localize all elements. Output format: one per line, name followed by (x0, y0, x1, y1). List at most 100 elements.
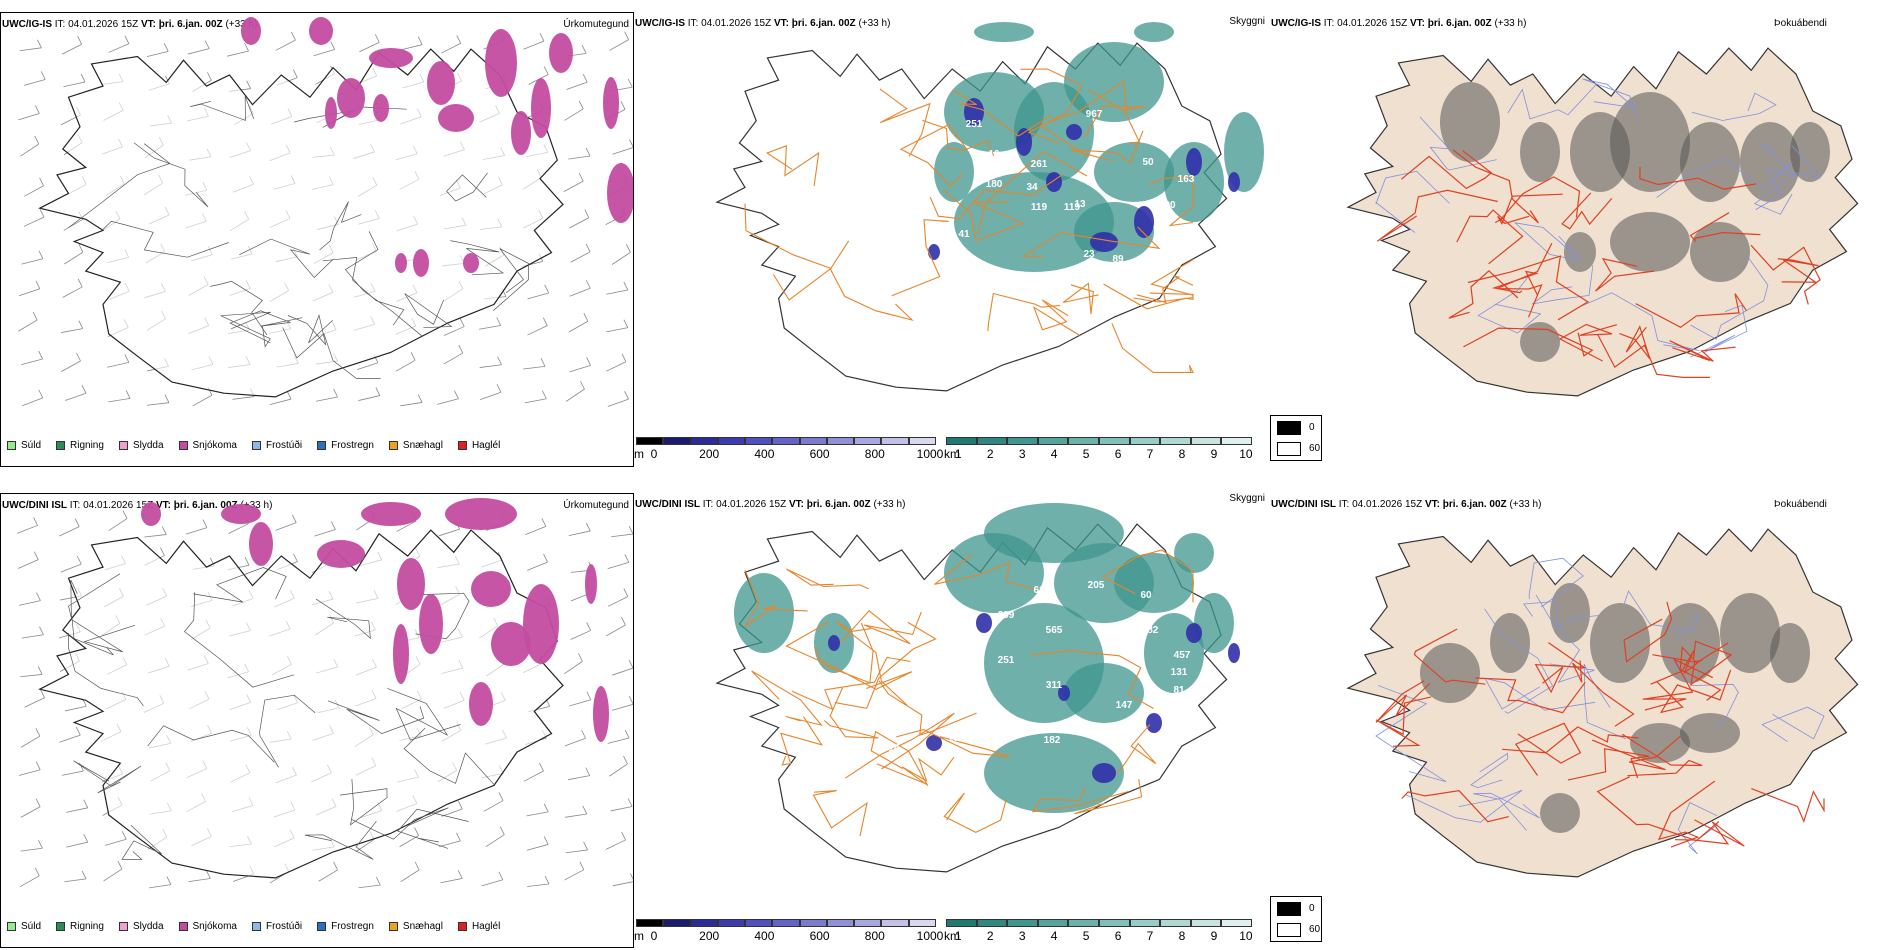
wind-barb-flag (583, 841, 588, 851)
wind-barb-flag (333, 388, 338, 398)
road-line (315, 598, 371, 640)
wind-barb (21, 634, 44, 639)
wind-barb (526, 811, 549, 817)
road-line (1032, 299, 1080, 336)
wind-barb (440, 43, 461, 54)
wind-barb-flag (40, 689, 45, 698)
fog-area (1740, 122, 1800, 202)
wind-barb (481, 879, 503, 887)
ceiling-value-label: 180 (986, 179, 1003, 190)
wind-barb (607, 596, 629, 607)
wind-barb-flag (76, 555, 82, 565)
wind-barb (480, 391, 502, 401)
wind-barb (187, 48, 210, 55)
colorbar-segment (1007, 437, 1038, 445)
ceiling-area (828, 635, 840, 651)
snow-area (523, 584, 559, 664)
wind-barb-flag (75, 726, 81, 736)
road-line (68, 143, 171, 228)
snow-area (309, 17, 333, 45)
wind-barb (564, 813, 587, 818)
road-line (1470, 752, 1509, 789)
visibility-map: 61 205 60 609 565 182 251 311 457 131 81 91 147 113 18… (715, 503, 1240, 873)
ceiling-value-label: 182 (1142, 625, 1159, 636)
colorbar-tick: 200 (699, 929, 720, 943)
wind-barb (443, 352, 463, 365)
wind-barb (569, 217, 589, 229)
road-line (929, 173, 1064, 220)
visibility-area (954, 172, 1114, 272)
road-line (1690, 255, 1769, 340)
wind-barb-flag (124, 35, 130, 44)
wind-barb (192, 394, 213, 407)
legend-item: Súld (7, 921, 41, 932)
road-line (1375, 170, 1450, 233)
road-line (351, 807, 449, 840)
road-line (1070, 130, 1144, 164)
wind-barb-flag (35, 761, 41, 770)
road-line (294, 106, 407, 128)
colorbar-tick: 5 (1082, 929, 1090, 943)
wind-barb (20, 735, 41, 748)
colorbar-tick: 5 (1082, 447, 1090, 461)
wind-barb (564, 108, 584, 121)
road-line (193, 567, 287, 603)
legend-swatch (317, 922, 327, 931)
fog-area (1680, 122, 1740, 202)
wind-barb-flag (582, 73, 588, 83)
visibility-area (1014, 82, 1094, 182)
visibility-area (1094, 142, 1174, 202)
road-line (814, 622, 874, 684)
colorbar-tick: 7 (1146, 929, 1154, 943)
ceiling-area (1186, 623, 1202, 643)
wind-barb (18, 769, 41, 776)
wind-barb-flag (122, 510, 128, 519)
wind-barb (17, 559, 39, 569)
legend-swatch (388, 922, 398, 931)
legend-swatch (317, 441, 327, 450)
road-line (1623, 601, 1673, 663)
wind-barb-flag (496, 384, 502, 393)
legend-label: Frostúði (265, 440, 303, 451)
wind-barb-flag (414, 827, 419, 836)
wind-barb-flag (38, 389, 44, 399)
product-name: Úrkomutegund (563, 500, 629, 511)
colorbar-segment (1007, 919, 1038, 927)
road-line (70, 579, 114, 656)
fog-area (1590, 603, 1650, 683)
wind-barb-flag (375, 387, 381, 396)
road-line (229, 310, 303, 344)
road-line (1528, 557, 1584, 608)
snow-area (469, 682, 493, 726)
legend-label: Snæhagl (402, 921, 443, 932)
visibility-area (1064, 42, 1164, 122)
road-line (1596, 776, 1720, 842)
colorbar-segment (1129, 437, 1161, 445)
fog-area (1520, 322, 1560, 362)
ceiling-value-label: 163 (1178, 174, 1195, 185)
road-line (987, 292, 1061, 332)
wind-barb (612, 147, 633, 155)
wind-barb (568, 320, 589, 333)
wind-barb-flag (585, 280, 591, 289)
snow-area (427, 61, 455, 105)
fog-scale-legend-top: 0 60 (1270, 415, 1322, 461)
wind-barb-flag (454, 390, 459, 399)
colorbar-tick: 200 (699, 447, 720, 461)
wind-barb-flag (584, 209, 590, 218)
fog-area (1720, 593, 1780, 673)
colorbar-tick: 0 (650, 929, 658, 943)
legend-item: Snæhagl (388, 921, 443, 932)
legend-label: Slydda (132, 440, 164, 451)
wind-barb-flag (458, 344, 464, 354)
visibility-colorbar: km 1 2 3 4 5 6 7 8 9 10 (944, 919, 1253, 945)
ceiling-area (928, 244, 940, 260)
colorbar-tick: 10 (1239, 929, 1253, 943)
ceiling-value-label: 182 (1044, 735, 1061, 746)
wind-barb (18, 113, 40, 121)
road-line (1473, 792, 1540, 831)
colorbar-segment (1068, 919, 1099, 927)
colorbar-segment (1099, 919, 1130, 927)
colorbar-segment (1190, 437, 1222, 445)
wind-barb (149, 884, 171, 889)
